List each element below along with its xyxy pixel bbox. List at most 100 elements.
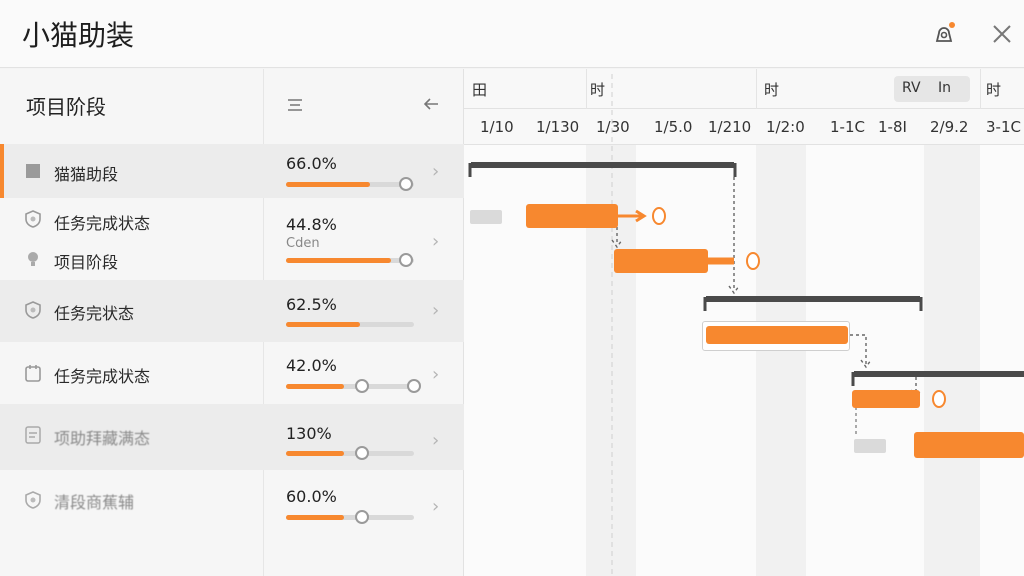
task-row[interactable]: 任务完成状态 项目阶段: [0, 198, 264, 280]
task-label: 清段商蕉辅: [54, 493, 135, 512]
view-option[interactable]: RV: [902, 80, 921, 96]
link-arrow: [616, 209, 647, 223]
progress-handle[interactable]: [399, 253, 414, 267]
progress-fill: [286, 322, 361, 327]
gantt-task-bar[interactable]: [914, 432, 1024, 458]
grid-line: [980, 69, 981, 109]
progress-cell: 44.8% Cden ›: [264, 198, 464, 280]
progress-handle[interactable]: [354, 510, 369, 524]
task-name-column: 项目阶段 猫猫助段 任务完成状态 项目阶段 任务完状态 任务完成状态 项助拜藏满…: [0, 69, 264, 576]
column-shade: [756, 145, 806, 576]
milestone-marker[interactable]: [932, 390, 946, 408]
app-title: 小猫助装: [22, 19, 135, 52]
task-label: 项助拜藏满态: [54, 429, 151, 448]
chevron-right-icon[interactable]: ›: [432, 161, 440, 182]
chevron-right-icon[interactable]: ›: [432, 231, 440, 252]
close-icon[interactable]: [988, 20, 1016, 48]
task-row[interactable]: 项助拜藏满态: [0, 404, 264, 470]
progress-end-handle[interactable]: [407, 379, 421, 393]
date-label: 2/9.2: [930, 118, 969, 136]
progress-subtext: Cden: [286, 236, 320, 251]
progress-fill: [286, 182, 371, 187]
summary-bar-cap: [468, 163, 737, 177]
selected-task-frame[interactable]: [702, 321, 850, 351]
date-label: 1/30: [596, 118, 630, 136]
progress-fill: [286, 515, 344, 520]
date-label: 1-1C: [830, 118, 865, 136]
progress-cell: 66.0% ›: [264, 144, 464, 198]
task-label: 任务完成状态: [54, 367, 151, 386]
progress-column: 66.0% › 44.8% Cden › 62.5% › 42.0% › 130…: [264, 69, 464, 576]
progress-track[interactable]: [286, 177, 414, 191]
gantt-task-bar[interactable]: [614, 249, 708, 273]
gantt-task-bar[interactable]: [706, 326, 848, 344]
milestone-marker[interactable]: [746, 252, 760, 270]
progress-track[interactable]: [286, 510, 414, 524]
column-shade: [924, 145, 980, 576]
date-label: 1/2:0: [766, 118, 805, 136]
progress-percent: 60.0%: [286, 487, 337, 506]
gantt-bar-placeholder[interactable]: [470, 210, 502, 224]
date-label: 1/10: [480, 118, 514, 136]
dependency-arrow: [850, 334, 872, 369]
view-option[interactable]: In: [938, 80, 952, 96]
task-label: 任务完成状态: [54, 214, 151, 233]
gantt-bar-placeholder[interactable]: [854, 439, 886, 453]
progress-track[interactable]: [286, 446, 414, 460]
chevron-right-icon[interactable]: ›: [432, 300, 440, 321]
progress-track[interactable]: [286, 253, 414, 267]
dependency-arrow: [728, 177, 740, 295]
square-icon: [24, 162, 42, 180]
timeline-label: 时: [986, 81, 1002, 99]
timeline-label: 田: [472, 81, 488, 99]
progress-cell: 130% ›: [264, 404, 464, 470]
progress-handle[interactable]: [354, 446, 369, 460]
progress-fill: [286, 451, 344, 456]
notification-bell-icon[interactable]: [930, 20, 958, 48]
grid-line: [586, 69, 587, 109]
summary-bar-cap: [703, 297, 923, 311]
gantt-task-bar[interactable]: [852, 390, 920, 408]
progress-cell: 60.0% ›: [264, 470, 464, 536]
progress-percent: 66.0%: [286, 154, 337, 173]
gantt-task-bar[interactable]: [526, 204, 618, 228]
date-label: 1/210: [708, 118, 752, 136]
doc-icon: [24, 426, 42, 444]
task-label: 任务完状态: [54, 304, 135, 323]
progress-percent: 42.0%: [286, 356, 337, 375]
date-label: 1/5.0: [654, 118, 693, 136]
task-row[interactable]: 猫猫助段: [0, 144, 264, 198]
gantt-chart[interactable]: 田 时 时 RV In 时 1/10 1/130 1/30 1/5.0 1/21…: [464, 69, 1024, 576]
filter-icon[interactable]: [286, 97, 304, 117]
shield-icon: [24, 301, 42, 319]
task-label: 项目阶段: [54, 253, 119, 272]
chevron-right-icon[interactable]: ›: [432, 364, 440, 385]
progress-cell: 42.0% ›: [264, 342, 464, 404]
progress-percent: 130%: [286, 424, 332, 443]
progress-fill: [286, 384, 344, 389]
progress-handle[interactable]: [399, 177, 414, 191]
column-header: 项目阶段: [0, 69, 264, 143]
title-bar: 小猫助装: [0, 0, 1024, 68]
view-toggle[interactable]: RV In: [894, 76, 970, 102]
column-title: 项目阶段: [26, 95, 106, 119]
collapse-arrow-icon[interactable]: [422, 96, 440, 116]
task-row[interactable]: 任务完成状态: [0, 342, 264, 404]
progress-percent: 44.8%: [286, 215, 337, 234]
bulb-icon: [24, 250, 42, 268]
shield-icon: [24, 210, 42, 228]
timeline-header-top: 田 时 时 RV In 时: [464, 69, 1024, 109]
progress-handle[interactable]: [354, 379, 369, 393]
task-row[interactable]: 清段商蕉辅: [0, 470, 264, 536]
progress-percent: 62.5%: [286, 295, 337, 314]
progress-track[interactable]: [286, 379, 421, 393]
task-row[interactable]: 任务完状态: [0, 280, 264, 342]
date-label: 1/130: [536, 118, 580, 136]
task-label: 猫猫助段: [54, 165, 119, 184]
milestone-marker[interactable]: [652, 207, 666, 225]
chevron-right-icon[interactable]: ›: [432, 496, 440, 517]
progress-track[interactable]: [286, 322, 414, 327]
timeline-label: 时: [764, 81, 780, 99]
shield-icon: [24, 491, 42, 509]
chevron-right-icon[interactable]: ›: [432, 430, 440, 451]
